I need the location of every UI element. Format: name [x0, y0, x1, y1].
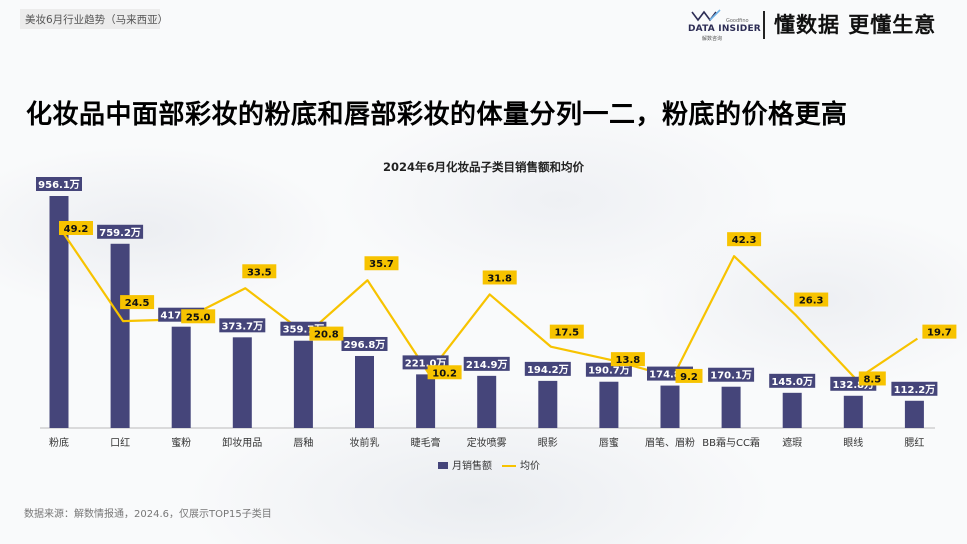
- bar: [416, 374, 436, 428]
- price-data-label: 20.8: [314, 330, 339, 341]
- price-label-bg: [242, 264, 277, 279]
- tick-label: 卸妆用品: [222, 436, 262, 449]
- price-label-bg: [120, 295, 155, 310]
- bar-data-label: 214.9万: [466, 359, 508, 371]
- price-data-label: 13.8: [616, 355, 641, 366]
- bar: [355, 355, 374, 428]
- bar-data-label: 170.1万: [710, 370, 752, 382]
- price-data-label: 24.5: [125, 298, 150, 309]
- bar-data-label: 373.7万: [221, 320, 263, 332]
- bar: [232, 337, 252, 428]
- price-data-label: 33.5: [247, 267, 272, 278]
- bar-data-label: 112.2万: [894, 384, 936, 396]
- bar: [49, 196, 69, 428]
- bar: [110, 243, 130, 428]
- price-label-bg: [610, 352, 645, 367]
- price-label-bg: [858, 371, 886, 386]
- bar-label-bg: [341, 336, 388, 351]
- bar-data-label: 296.8万: [344, 339, 386, 351]
- price-data-label: 9.2: [680, 372, 698, 383]
- bar: [538, 380, 558, 428]
- price-label-bg: [181, 309, 216, 324]
- header-divider: [763, 11, 765, 39]
- tick-label: 遮瑕: [782, 436, 802, 449]
- price-label-bg: [675, 368, 703, 383]
- bar: [904, 400, 924, 428]
- tick-label: 蜜粉: [171, 436, 191, 449]
- bar-data-label: 759.2万: [99, 227, 141, 239]
- tick-label: 唇釉: [293, 436, 313, 449]
- tick-label: BB霜与CC霜: [702, 437, 760, 449]
- tick-label: 定妆喷雾: [467, 436, 507, 449]
- bar-label-bg: [97, 224, 144, 239]
- logo-text: DATA INSIDER: [688, 24, 761, 34]
- logo-sub: Goodfino: [726, 18, 749, 24]
- bar: [843, 395, 863, 428]
- price-label-bg: [427, 365, 462, 380]
- bar-label-bg: [36, 177, 82, 191]
- price-line: [61, 230, 919, 381]
- tick-label: 眼线: [843, 436, 863, 449]
- bar: [782, 392, 802, 428]
- page-headline: 化妆品中面部彩妆的粉底和唇部彩妆的体量分列一二，粉底的价格更高: [26, 100, 848, 130]
- price-data-label: 25.0: [186, 312, 211, 323]
- tick-label: 口红: [110, 436, 130, 449]
- price-data-label: 19.7: [927, 328, 952, 339]
- price-label-bg: [482, 270, 517, 285]
- price-label-bg: [727, 232, 762, 247]
- legend-bar-swatch: [438, 462, 448, 469]
- slogan: 懂数据 更懂生意: [774, 13, 937, 37]
- data-source: 数据来源：解数情报通，2024.6，仅展示TOP15子类目: [24, 509, 272, 520]
- price-data-label: 31.8: [487, 273, 512, 284]
- price-data-label: 8.5: [863, 374, 881, 385]
- bar-label-bg: [219, 318, 266, 333]
- bar-label-bg: [708, 367, 755, 382]
- logo-mark-icon: [691, 9, 721, 22]
- tick-label: 粉底: [49, 436, 69, 449]
- logo-cn: 解数咨询: [702, 36, 723, 42]
- report-tag-text: 美妆6月行业趋势（马来西亚）: [25, 14, 169, 26]
- price-label-bg: [794, 292, 829, 307]
- legend-bar-label: 月销售额: [452, 459, 492, 472]
- tick-label: 眼影: [538, 437, 558, 449]
- price-data-label: 35.7: [369, 259, 394, 270]
- bar-data-label: 190.7万: [588, 365, 630, 377]
- price-data-label: 10.2: [432, 368, 457, 379]
- report-tag: 美妆6月行业趋势（马来西亚）: [20, 9, 168, 29]
- chart-title: 2024年6月化妆品子类目销售额和均价: [382, 160, 584, 174]
- bar-data-label: 956.1万: [38, 179, 80, 191]
- price-label-bg: [549, 324, 584, 339]
- price-label-bg: [364, 256, 399, 271]
- price-data-label: 42.3: [732, 235, 757, 246]
- bar-data-label: 145.0万: [771, 376, 813, 388]
- bar: [721, 386, 741, 428]
- bar: [171, 326, 191, 428]
- tick-label: 睫毛膏: [411, 436, 441, 449]
- bar-label-bg: [463, 356, 510, 371]
- bar: [293, 340, 313, 428]
- tick-label: 眉笔、眉粉: [645, 436, 695, 449]
- bar: [477, 375, 497, 428]
- bar-label-bg: [524, 361, 571, 376]
- bar-data-label: 194.2万: [527, 364, 569, 376]
- price-data-label: 17.5: [554, 328, 579, 339]
- tick-label: 腮红: [904, 436, 924, 449]
- bar-label-bg: [585, 362, 632, 377]
- tick-label: 妆前乳: [350, 436, 380, 449]
- bar: [660, 385, 680, 428]
- price-label-bg: [59, 221, 93, 235]
- legend-line-label: 均价: [520, 460, 540, 472]
- data-insider-logo: Goodfino DATA INSIDER 解数咨询: [688, 9, 761, 42]
- price-data-label: 49.2: [64, 224, 89, 235]
- bar-label-bg: [769, 373, 816, 388]
- tick-label: 唇蜜: [599, 436, 619, 449]
- bar-label-bg: [891, 381, 938, 396]
- price-label-bg: [309, 326, 344, 341]
- bar: [599, 381, 619, 428]
- price-data-label: 26.3: [799, 296, 824, 307]
- price-label-bg: [922, 324, 957, 339]
